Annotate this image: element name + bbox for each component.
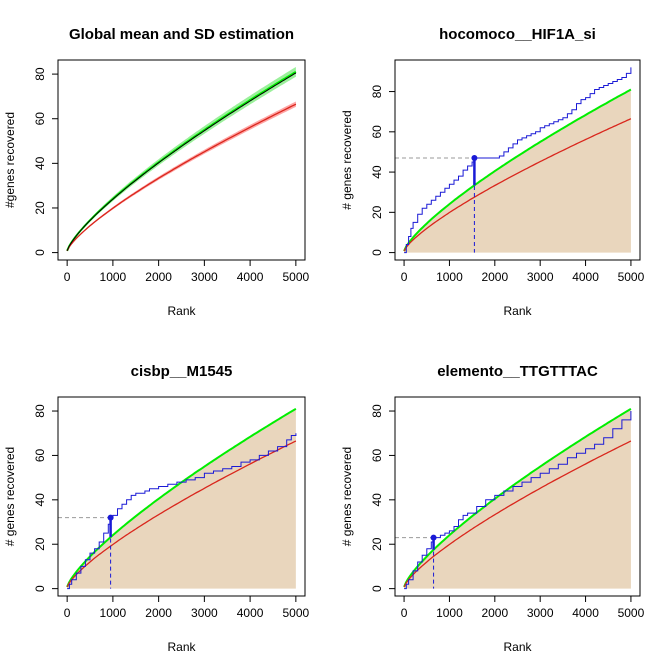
x-tick-label: 3000	[191, 270, 218, 284]
x-tick-label: 4000	[572, 606, 599, 620]
x-tick-label: 0	[401, 270, 408, 284]
series-line-mean	[403, 440, 632, 588]
series-line-black	[66, 72, 297, 252]
x-tick-label: 5000	[283, 606, 310, 620]
y-tick-label: 20	[370, 537, 384, 551]
series-line-recovery	[67, 433, 297, 590]
x-tick-label: 1000	[100, 270, 127, 284]
chart-panel-global: 0 1000 2000 3000 4000 5000 0 20 40 60 80 Global mea…	[3, 26, 310, 318]
x-tick-label: 5000	[618, 270, 645, 284]
plot-frame	[394, 396, 641, 597]
y-tick-label: 20	[33, 537, 47, 551]
marker-point	[471, 154, 478, 161]
plot-frame	[57, 59, 306, 261]
marker-point	[430, 534, 437, 541]
series-line-mean-plus-2sd	[403, 88, 632, 252]
y-tick-label: 80	[370, 404, 384, 418]
x-tick-label: 1000	[436, 606, 463, 620]
y-axis-label: # genes recovered	[340, 447, 354, 546]
x-tick-label: 3000	[527, 270, 554, 284]
chart-panel-cisbp: 0 1000 2000 3000 4000 5000 0 20 40 60 80 cisbp__M15…	[3, 363, 310, 654]
x-tick-label: 3000	[191, 606, 218, 620]
y-axis-label: # genes recovered	[340, 110, 354, 209]
y-tick-label: 60	[370, 125, 384, 139]
x-tick-label: 0	[64, 270, 71, 284]
y-tick-label: 0	[370, 585, 384, 592]
chart-title: cisbp__M1545	[131, 363, 233, 380]
plot-frame	[394, 59, 641, 261]
y-tick-label: 80	[33, 67, 47, 81]
y-tick-label: 60	[370, 448, 384, 462]
y-tick-label: 40	[33, 493, 47, 507]
x-tick-label: 5000	[283, 270, 310, 284]
series-line-mean	[66, 103, 297, 252]
x-tick-label: 1000	[100, 606, 127, 620]
background-fill-area	[67, 408, 296, 589]
y-tick-label: 80	[33, 404, 47, 418]
x-tick-label: 3000	[527, 606, 554, 620]
y-tick-label: 80	[370, 85, 384, 99]
y-tick-label: 20	[33, 201, 47, 215]
y-tick-label: 0	[370, 249, 384, 256]
series-line-mean-plus-2sd	[66, 71, 297, 252]
y-tick-label: 60	[33, 448, 47, 462]
y-tick-label: 0	[33, 249, 47, 256]
chart-title: elemento__TTGTTTAC	[437, 363, 598, 380]
y-tick-label: 20	[370, 205, 384, 219]
y-tick-label: 40	[370, 493, 384, 507]
series-line-recovery	[404, 411, 632, 590]
background-fill-area	[404, 408, 631, 589]
chart-panel-elemento: 0 1000 2000 3000 4000 5000 0 20 40 60 80 elemento__…	[340, 363, 645, 654]
sd-band-upper	[67, 67, 296, 251]
x-tick-label: 4000	[237, 270, 264, 284]
series-line-mean	[403, 118, 632, 252]
x-tick-label: 4000	[237, 606, 264, 620]
x-tick-label: 2000	[145, 606, 172, 620]
y-axis-label: #genes recovered	[3, 112, 17, 208]
y-tick-label: 40	[33, 156, 47, 170]
y-tick-label: 40	[370, 165, 384, 179]
series-line-mean-plus-2sd	[403, 407, 632, 588]
x-tick-label: 0	[64, 606, 71, 620]
sd-band-mean	[67, 101, 296, 251]
x-tick-label: 2000	[481, 270, 508, 284]
x-tick-label: 0	[401, 606, 408, 620]
x-tick-label: 5000	[618, 606, 645, 620]
x-axis-label: Rank	[167, 640, 196, 654]
x-axis-label: Rank	[503, 304, 532, 318]
y-tick-label: 0	[33, 585, 47, 592]
chart-title: hocomoco__HIF1A_si	[439, 26, 596, 43]
chart-title: Global mean and SD estimation	[69, 26, 294, 43]
x-tick-label: 2000	[481, 606, 508, 620]
y-tick-label: 60	[33, 112, 47, 126]
x-axis-label: Rank	[503, 640, 532, 654]
chart-panel-hocomoco: 0 1000 2000 3000 4000 5000 0 20 40 60 80 hocomoco__…	[340, 26, 645, 318]
x-tick-label: 2000	[145, 270, 172, 284]
x-tick-label: 1000	[436, 270, 463, 284]
x-tick-label: 4000	[572, 270, 599, 284]
plot-frame	[57, 396, 306, 597]
background-fill-area	[404, 89, 631, 253]
x-axis-label: Rank	[167, 304, 196, 318]
y-axis-label: # genes recovered	[3, 447, 17, 546]
series-line-recovery	[404, 67, 632, 254]
marker-point	[107, 514, 114, 521]
